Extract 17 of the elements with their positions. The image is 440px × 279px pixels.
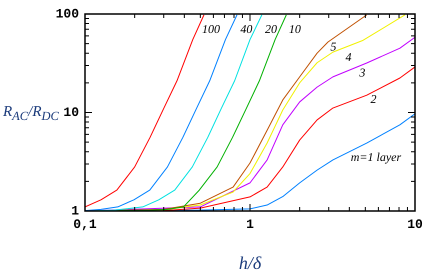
x-axis-title: h/δ bbox=[238, 252, 262, 273]
series-label: 20 bbox=[264, 22, 277, 36]
series-label: 40 bbox=[240, 22, 252, 36]
y-tick-label: 10 bbox=[63, 104, 80, 120]
x-tick-label: 1 bbox=[246, 217, 254, 232]
x-tick-label: 10 bbox=[407, 217, 423, 232]
series-label: 3 bbox=[358, 65, 366, 80]
y-tick-label: 1 bbox=[71, 203, 80, 218]
series-label: 2 bbox=[370, 92, 376, 106]
y-axis-title: R$_{AC}$/R$_{DC}$ bbox=[3, 103, 59, 125]
series-label: 100 bbox=[202, 22, 220, 36]
y-tick-label: 100 bbox=[56, 6, 80, 22]
series-label: 5 bbox=[330, 39, 336, 54]
x-tick-label: 0,1 bbox=[73, 217, 97, 232]
series-label: 10 bbox=[288, 22, 301, 36]
series-label: 4 bbox=[345, 50, 352, 64]
series-label: m=1 layer bbox=[350, 150, 402, 164]
